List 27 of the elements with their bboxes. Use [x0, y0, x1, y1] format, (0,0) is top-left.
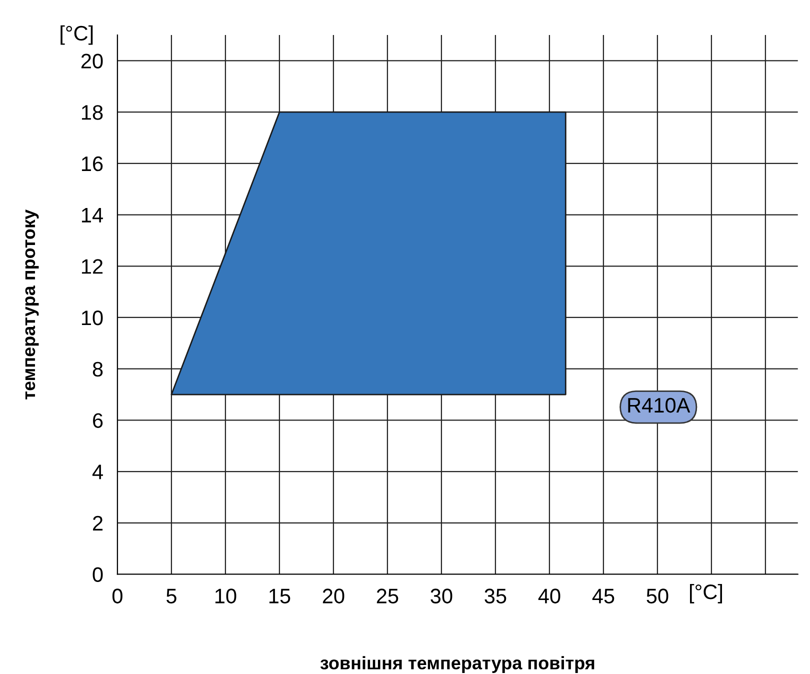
y-tick-label: 4	[92, 464, 103, 480]
x-tick-label: 5	[166, 588, 176, 604]
y-tick-label: 0	[92, 567, 103, 582]
y-tick-label: 6	[93, 413, 103, 428]
y-tick-label: 20	[81, 54, 103, 68]
x-tick-label: 20	[322, 588, 344, 604]
annotation: R410A	[628, 398, 690, 413]
x-tick-label: 25	[376, 588, 398, 604]
y-tick-label: 18	[82, 105, 103, 120]
text: [°C]	[690, 584, 722, 604]
y-tick-label: 12	[82, 259, 103, 274]
y-axis-title: температура протоку	[25, 210, 39, 400]
x-tick-label: 40	[538, 588, 560, 604]
x-tick-label: 0	[112, 588, 122, 604]
x-tick-label: 50	[646, 588, 668, 604]
x-tick-label: 15	[269, 588, 290, 604]
y-tick-label: 8	[92, 362, 103, 377]
x-tick-label: 45	[592, 588, 614, 604]
y-tick-label: 2	[93, 516, 103, 530]
y-tick-label: 10	[82, 310, 103, 326]
y-tick-label: 16	[82, 156, 103, 172]
text: [°C]	[60, 25, 93, 45]
x-tick-label: 35	[484, 588, 506, 604]
x-tick-label: 10	[215, 588, 236, 604]
x-tick-label: 30	[430, 588, 452, 604]
x-axis-title: зовнішня температура повітря	[320, 656, 594, 673]
y-tick-label: 14	[82, 208, 103, 222]
